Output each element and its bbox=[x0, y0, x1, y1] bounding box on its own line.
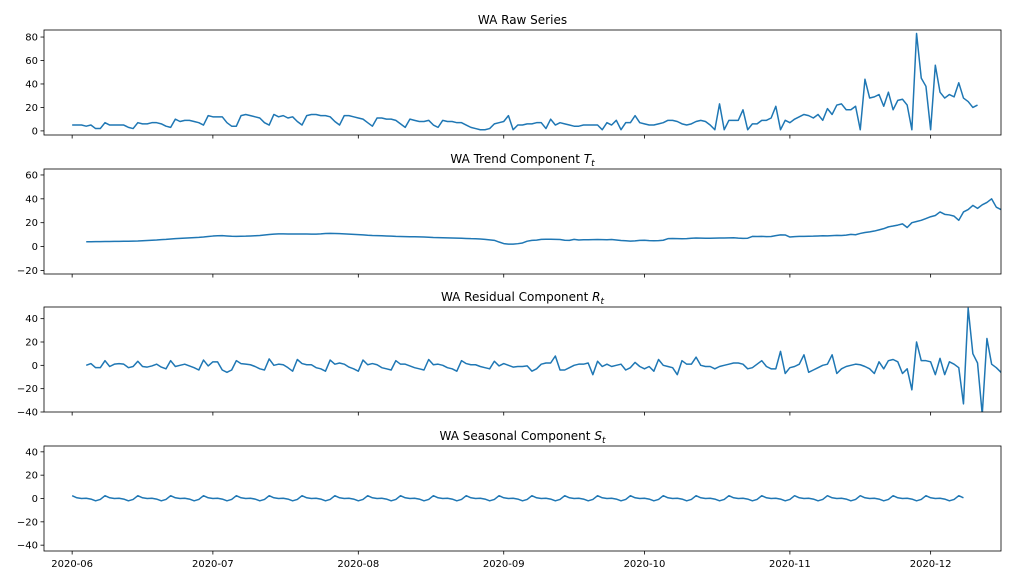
y-tick-label: 0 bbox=[32, 361, 38, 372]
panel-4: WA Seasonal Component St −40 −20 0 20 40 2020-… bbox=[17, 429, 1002, 570]
panel-1: WA Raw Series 0 20 40 60 80 bbox=[25, 13, 1002, 139]
y-tick-label: 0 bbox=[32, 494, 38, 505]
x-tick-label: 2020-07 bbox=[192, 559, 234, 570]
x-tick-label: 2020-12 bbox=[910, 559, 952, 570]
series-line bbox=[86, 198, 1001, 245]
y-tick-label: 80 bbox=[25, 33, 38, 44]
y-tick-label: 20 bbox=[25, 471, 38, 482]
y-tick-label: 20 bbox=[25, 103, 38, 114]
y-tick-label: 40 bbox=[25, 79, 38, 90]
panel-title: WA Trend Component Tt bbox=[450, 152, 595, 169]
y-tick-label: −20 bbox=[17, 517, 38, 528]
x-tick-label: 2020-10 bbox=[624, 559, 666, 570]
axes-frame bbox=[43, 306, 1002, 413]
series-line bbox=[85, 307, 1001, 412]
series-line bbox=[71, 494, 964, 502]
y-tick-label: 40 bbox=[25, 194, 38, 205]
panel-title: WA Seasonal Component St bbox=[440, 429, 606, 446]
y-tick-label: −40 bbox=[17, 408, 38, 419]
x-tick-label: 2020-06 bbox=[51, 559, 93, 570]
panel-title: WA Residual Component Rt bbox=[441, 290, 605, 307]
x-tick-label: 2020-08 bbox=[337, 559, 379, 570]
x-tick-label: 2020-09 bbox=[483, 559, 525, 570]
x-tick-label: 2020-11 bbox=[769, 559, 811, 570]
y-tick-label: −40 bbox=[17, 541, 38, 552]
y-tick-label: 0 bbox=[32, 126, 38, 137]
y-tick-label: 40 bbox=[25, 314, 38, 325]
y-tick-label: 40 bbox=[25, 447, 38, 458]
y-tick-label: 20 bbox=[25, 338, 38, 349]
y-tick-label: 0 bbox=[32, 242, 38, 253]
panel-3: WA Residual Component Rt −40 −20 0 20 40 bbox=[17, 290, 1002, 419]
y-tick-label: 20 bbox=[25, 218, 38, 229]
axes-frame bbox=[43, 29, 1002, 136]
series-line bbox=[72, 32, 978, 131]
axes-frame bbox=[43, 445, 1002, 552]
panel-2: WA Trend Component Tt −20 0 20 40 60 bbox=[17, 152, 1002, 278]
axes-frame bbox=[43, 168, 1002, 275]
y-tick-label: −20 bbox=[17, 266, 38, 277]
panel-title: WA Raw Series bbox=[478, 13, 567, 27]
y-tick-label: −20 bbox=[17, 384, 38, 395]
y-tick-label: 60 bbox=[25, 56, 38, 67]
y-tick-label: 60 bbox=[25, 170, 38, 181]
